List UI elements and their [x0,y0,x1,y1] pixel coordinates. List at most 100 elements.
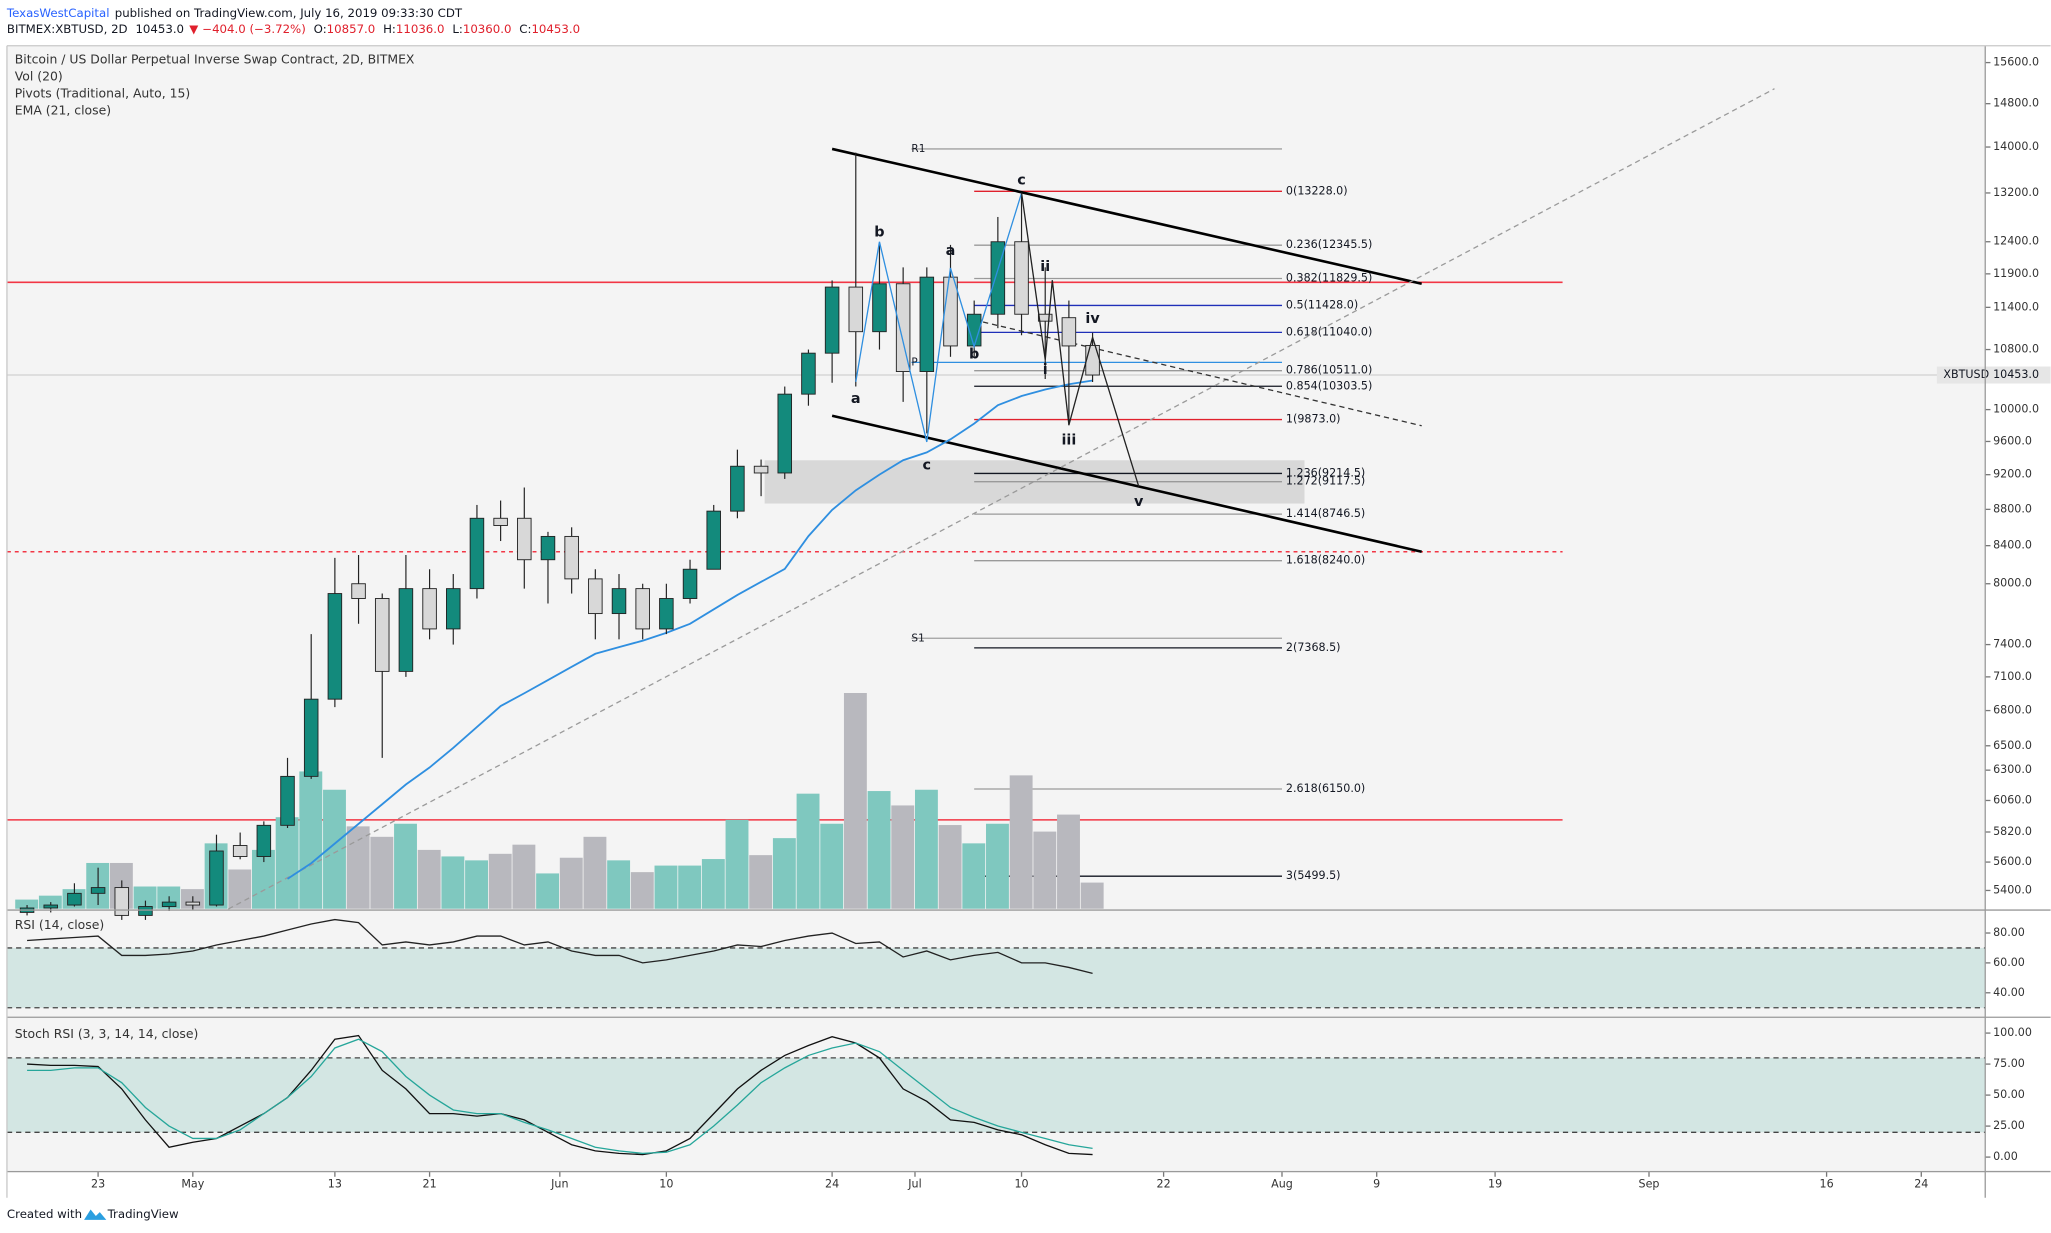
overlays: 15600.0 14800.0 14000.0 13200.0 12400.0 11900… [91,56,2051,1191]
candle-body [232,845,248,857]
volume-bar [962,843,986,909]
volume-bar [1033,831,1057,909]
wave-label: c [923,457,932,473]
x-tick-label: 22 [1157,1178,1171,1191]
candle-body [564,535,579,580]
indicator-line [27,1034,1093,1156]
candle-body [161,901,177,907]
volume-bar [1009,775,1033,909]
stoch-pane-title: Stoch RSI (3, 3, 14, 14, close) [15,1026,199,1041]
pivot-label: P [911,356,917,368]
wave-path [1020,192,1140,487]
candle-body [138,906,153,916]
ohlc-value: 10360.0 [463,21,512,35]
trendline [228,88,1775,910]
y-tick-label: 14800.0 [1993,97,2039,110]
fib-label: 1.272(9117.5) [1286,475,1365,488]
candle-body [801,352,816,395]
publish-info: published on TradingView.com, July 16, 2… [115,6,463,20]
candle-body [919,276,935,372]
ema-line [287,379,1093,880]
candle-body [493,517,508,526]
volume-bar [465,860,488,909]
volume-bar [583,836,607,909]
volume-bar [772,838,796,909]
y-tick-label: 6800.0 [1993,704,2032,717]
last-price-symbol: XBTUSD [1943,368,1989,381]
y-tick-label: 13200.0 [1993,186,2039,199]
wave-path [855,192,1023,443]
pivot-label: R1 [911,143,925,155]
rsi-pane-title: RSI (14, close) [15,917,104,932]
y-tick-label: 11400.0 [1993,300,2039,313]
candle-body [351,583,366,599]
candle-body [943,276,958,347]
ohlc-value: 10857.0 [327,21,376,35]
candle-body [1085,344,1100,376]
y-tick-label: 9600.0 [1993,434,2032,447]
ohlc-key: L: [452,21,463,35]
fib-label: 0.854(10303.5) [1286,379,1372,392]
author[interactable]: TexasWestCapital [6,6,110,20]
background-drawings: R1 P S1 0(13228.0) 0.236(12345.5) 0.382(11829… [6,143,1986,1133]
price-pane-title: Bitcoin / US Dollar Perpetual Inverse Sw… [15,52,415,67]
volume-bar [417,849,441,909]
ohlc-key: C: [519,21,531,35]
ohlc-value: 11036.0 [396,21,445,35]
x-tick-label: Jul [907,1178,921,1191]
trendline [831,147,1422,286]
volume-bar [559,857,583,909]
candle-body [469,517,485,590]
volume-bar [252,849,275,909]
candle-body [872,283,887,333]
fib-label: 2(7368.5) [1286,641,1341,654]
footer-brand[interactable]: TradingView [107,1207,179,1221]
volume-bar [938,825,962,909]
y-tick-label: 10000.0 [1993,403,2039,416]
wave-label: a [946,243,956,259]
fib-label: 1(9873.0) [1286,413,1341,426]
volume-bar [133,886,157,909]
wave-label: b [969,346,979,362]
y-tick-label: 40.00 [1993,986,2025,999]
change-arrow: ▼ [189,21,198,35]
x-tick-label: 10 [659,1178,673,1191]
volume-bar [394,823,417,909]
indicator-legend: Pivots (Traditional, Auto, 15) [15,86,191,101]
candle-body [517,517,532,561]
x-tick-label: 19 [1488,1178,1502,1191]
fib-label: 1.414(8746.5) [1286,507,1365,520]
wave-label: b [874,225,884,241]
y-tick-label: 0.00 [1993,1150,2018,1163]
band [6,947,1986,1008]
x-tick-label: 13 [328,1178,342,1191]
last-price-box [1936,366,2051,384]
volume-bar [1057,814,1080,909]
fib-label: 0.236(12345.5) [1286,238,1372,251]
volume-bar [630,872,654,909]
candle-body [824,286,840,354]
x-tick-label: Aug [1271,1178,1293,1191]
series [15,88,1775,1156]
volume-bar [749,855,773,909]
trendline [974,319,1422,427]
change: −404.0 (−3.72%) [202,21,306,35]
candle-body [588,578,603,615]
volume-bar [891,805,915,909]
volume-bar [725,819,749,909]
candle-body [374,598,390,672]
ohlc-value: 10453.0 [531,21,580,35]
fib-label: 2.618(6150.0) [1286,782,1365,795]
candle-body [256,824,272,857]
volume-bar [1080,882,1104,909]
volume-bar [986,823,1009,909]
volume-bar [820,823,844,909]
ohlc-key: H: [383,21,396,35]
volume-bar [228,869,252,909]
candle-body [90,887,106,894]
symbol: BITMEX:XBTUSD, 2D [7,21,128,35]
y-tick-label: 6500.0 [1993,739,2032,752]
candle-body [280,775,295,826]
fib-label: 0.786(10511.0) [1286,364,1372,377]
indicator-line [27,918,1093,974]
